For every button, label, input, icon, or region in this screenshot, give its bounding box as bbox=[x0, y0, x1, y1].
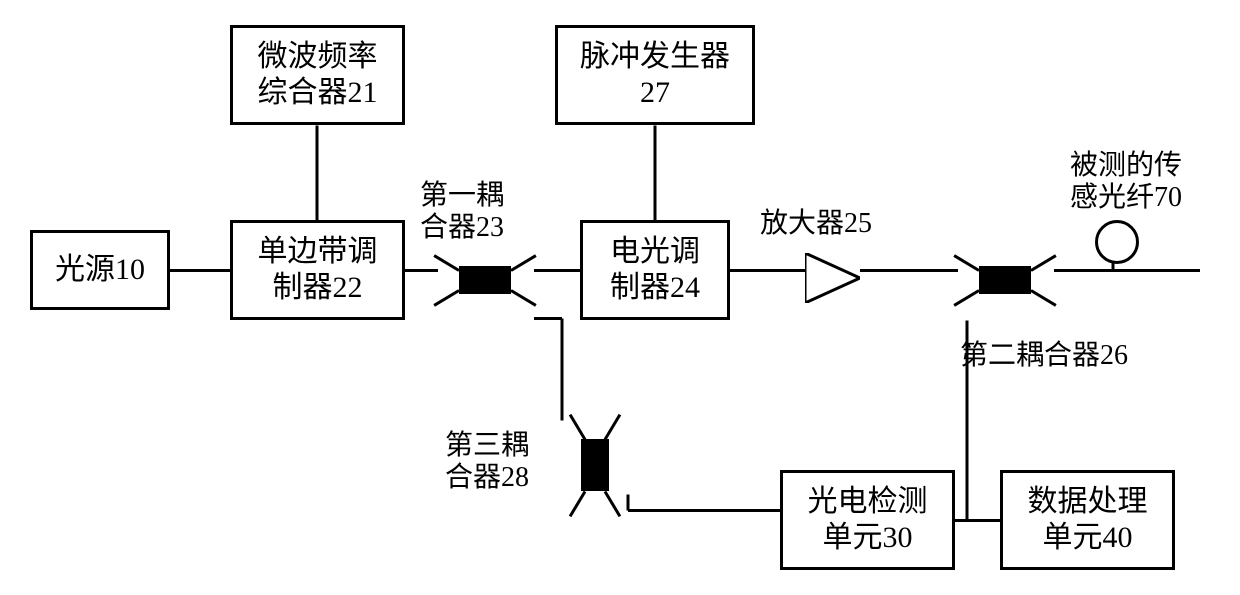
connection-line bbox=[860, 269, 958, 272]
label-fiber: 被测的传 感光纤70 bbox=[1070, 150, 1182, 214]
box-pd_unit: 光电检测 单元30 bbox=[780, 470, 955, 570]
connection-line bbox=[316, 125, 319, 220]
connection-line bbox=[730, 269, 805, 272]
box-light_source: 光源10 bbox=[30, 230, 170, 310]
connection-line bbox=[534, 269, 580, 272]
connection-line bbox=[433, 289, 460, 307]
connection-line bbox=[569, 413, 587, 440]
connection-line bbox=[510, 289, 537, 307]
connection-line bbox=[510, 254, 537, 272]
coupler-c1-body bbox=[459, 266, 511, 294]
connection-line bbox=[654, 125, 657, 220]
connection-line bbox=[604, 490, 622, 517]
box-ssb_mod: 单边带调 制器22 bbox=[230, 220, 405, 320]
box-eo_mod: 电光调 制器24 bbox=[580, 220, 730, 320]
coupler-c2-body bbox=[979, 266, 1031, 294]
label-coupler2: 第二耦合器26 bbox=[960, 340, 1128, 372]
connection-line bbox=[955, 519, 967, 522]
connection-line bbox=[1030, 289, 1057, 307]
connection-line bbox=[627, 494, 630, 510]
box-pulse_gen: 脉冲发生器 27 bbox=[555, 25, 755, 125]
box-microwave_synth: 微波频率 综合器21 bbox=[230, 25, 405, 125]
connection-line bbox=[561, 318, 564, 420]
box-dsp_unit: 数据处理 单元40 bbox=[1000, 470, 1175, 570]
fiber-loop-icon bbox=[1095, 220, 1139, 264]
coupler-c3-body bbox=[581, 439, 609, 491]
connection-line bbox=[966, 320, 969, 520]
label-coupler1: 第一耦 合器23 bbox=[420, 180, 504, 244]
amplifier-icon bbox=[805, 253, 860, 303]
connection-line bbox=[604, 413, 622, 440]
connection-line bbox=[405, 269, 438, 272]
label-coupler3: 第三耦 合器28 bbox=[445, 430, 529, 494]
connection-line bbox=[569, 490, 587, 517]
label-amp: 放大器25 bbox=[760, 208, 872, 240]
connection-line bbox=[170, 269, 230, 272]
connection-line bbox=[628, 509, 780, 512]
connection-line bbox=[1054, 269, 1200, 272]
connection-line bbox=[1030, 254, 1057, 272]
connection-line bbox=[953, 289, 980, 307]
connection-line bbox=[534, 317, 562, 320]
